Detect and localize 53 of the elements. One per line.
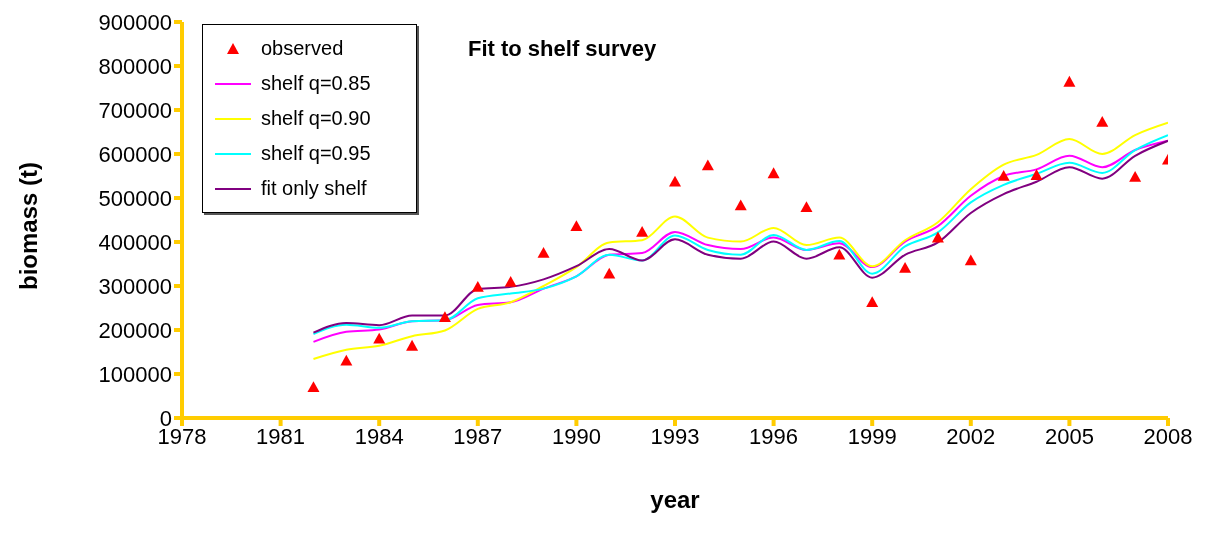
point [1129, 170, 1142, 182]
point [800, 201, 813, 213]
y-tick-label: 100000 [98, 361, 172, 387]
point [373, 332, 386, 344]
x-tick-label: 2002 [946, 423, 996, 449]
text: Fit to shelf survey [468, 36, 657, 62]
point [964, 254, 977, 266]
point [570, 220, 583, 231]
y-tick-label: 600000 [98, 141, 172, 167]
point [1063, 75, 1076, 87]
point [406, 339, 419, 351]
y-tick-label: 800000 [98, 53, 172, 79]
y-tick-label: 500000 [98, 185, 172, 211]
x-tick-label: 2005 [1044, 423, 1094, 449]
point [636, 225, 649, 237]
x-tick-label: 1993 [650, 423, 700, 449]
point [1030, 169, 1043, 180]
point [701, 159, 714, 171]
x-tick-label: 1999 [847, 423, 897, 449]
point [931, 231, 944, 243]
point [471, 280, 484, 292]
point [767, 167, 780, 179]
y-axis-title: biomass (t) [14, 161, 42, 290]
legend-label: fit only shelf [261, 177, 367, 200]
point [866, 296, 879, 308]
legend-label: observed [261, 37, 344, 60]
point [833, 248, 846, 260]
point [537, 247, 550, 258]
point [669, 175, 681, 187]
x-axis-title: year [650, 486, 700, 513]
point [997, 170, 1010, 181]
x-tick-label: 1984 [354, 423, 404, 449]
point [899, 261, 912, 273]
point [340, 354, 353, 366]
x-tick-label: 1996 [749, 423, 799, 449]
y-tick-label: 200000 [98, 317, 172, 343]
point [438, 311, 451, 323]
legend-label: shelf q=0.95 [261, 142, 371, 165]
x-tick-label: 2008 [1143, 423, 1193, 449]
y-tick-label: 900000 [98, 9, 172, 35]
point [1096, 115, 1109, 127]
point [504, 276, 517, 287]
x-tick-label: 1990 [551, 423, 601, 449]
point [307, 381, 320, 392]
point [734, 199, 747, 211]
legend-label: shelf q=0.85 [261, 72, 371, 95]
y-tick-label: 700000 [98, 97, 172, 123]
x-tick-label: 1987 [453, 423, 503, 449]
legend-label: shelf q=0.90 [261, 107, 371, 130]
y-tick-label: 300000 [98, 273, 172, 299]
y-tick-label: 400000 [98, 229, 172, 255]
x-tick-label: 1981 [256, 423, 306, 449]
point [603, 267, 616, 279]
